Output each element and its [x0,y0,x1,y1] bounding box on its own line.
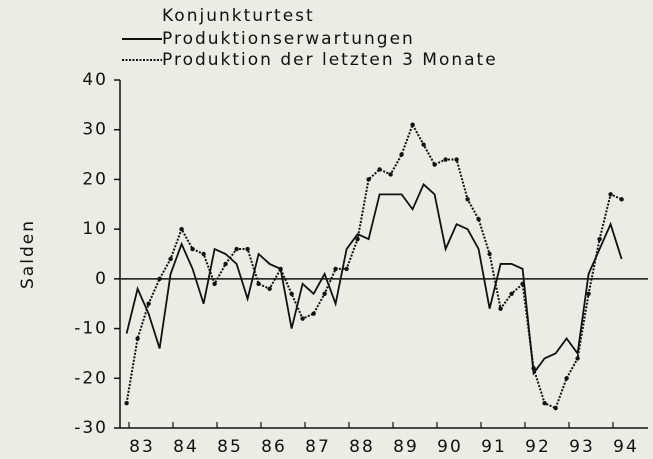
point [377,167,382,172]
y-tick-label: 30 [82,120,108,140]
point [212,281,217,287]
point [520,281,525,287]
y-tick-label: -30 [74,418,108,438]
point [223,261,228,267]
point [432,162,437,167]
y-tick-label: 10 [82,219,108,239]
x-tick-label: 85 [217,437,243,457]
point [179,226,184,232]
y-tick-label: 40 [82,70,108,90]
point [531,366,536,371]
x-tick-label: 84 [173,437,199,457]
x-tick-label: 93 [569,437,595,457]
x-tick-label: 89 [393,437,419,457]
y-tick-label: 0 [95,269,108,289]
x-tick-label: 91 [481,437,507,457]
point [322,291,327,296]
point [399,152,404,157]
y-tick-label: -10 [74,319,108,339]
point [245,246,250,252]
point [476,217,481,222]
point [234,246,239,252]
point [355,236,360,242]
point [509,291,514,296]
point [168,256,173,262]
x-tick-label: 94 [613,437,639,457]
legend-title: Konjunkturtest [162,6,315,26]
point [498,306,503,311]
point [619,197,624,202]
point [608,192,613,197]
point [190,246,195,252]
legend-label: Produktion der letzten 3 Monate [162,50,498,70]
point [344,266,349,272]
point [597,236,602,242]
point [487,251,492,257]
point [586,291,591,296]
point [157,276,162,282]
x-tick-label: 83 [129,437,155,457]
series-line [125,122,623,410]
x-tick-label: 86 [261,437,287,457]
point [421,142,426,147]
point [256,281,261,287]
x-tick-label: 92 [525,437,551,457]
point [135,336,140,341]
point [465,197,470,202]
y-tick-label: -20 [74,368,108,388]
point [267,286,272,291]
point [454,157,459,162]
y-axis-label: Salden [18,219,38,289]
point [542,400,547,406]
point [410,122,415,127]
point [564,376,569,381]
point [311,311,316,316]
x-tick-label: 88 [349,437,375,457]
point [124,400,129,406]
point [575,356,580,361]
point [300,316,305,321]
point [388,172,393,177]
series-line [125,182,623,376]
point [201,251,206,257]
legend-label: Produktionserwartungen [162,29,415,49]
point [146,301,151,306]
point [278,266,283,272]
x-tick-label: 90 [437,437,463,457]
point [443,157,448,162]
point [289,291,294,296]
point [553,405,558,411]
point [333,266,338,272]
y-tick-label: 20 [82,169,108,189]
point [366,177,371,182]
x-tick-label: 87 [305,437,331,457]
